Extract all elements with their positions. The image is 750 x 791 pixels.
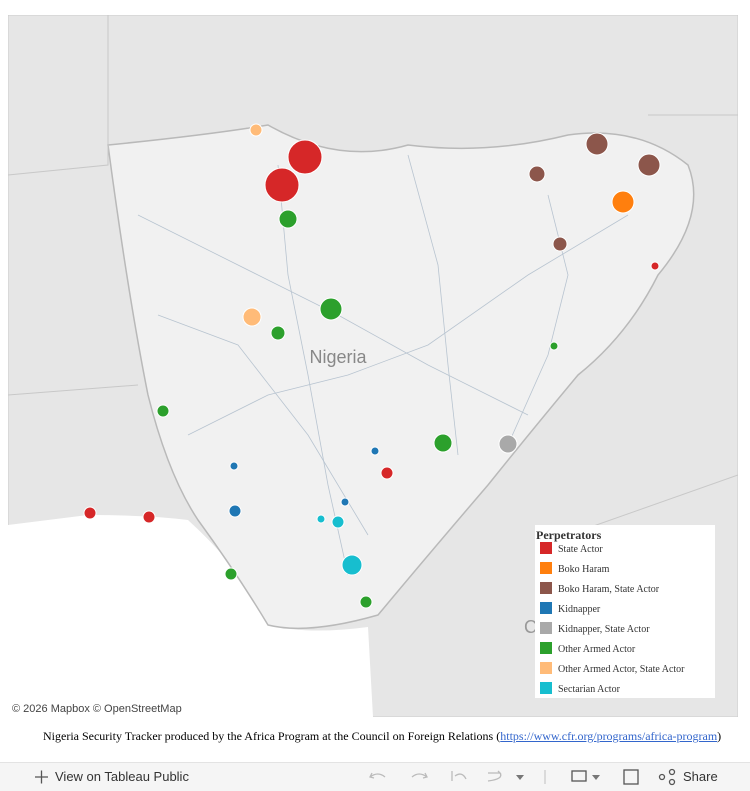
event-marker bbox=[83, 506, 97, 520]
event-marker bbox=[433, 433, 453, 453]
legend-label: Other Armed Actor bbox=[558, 644, 636, 655]
event-marker bbox=[278, 209, 298, 229]
legend-swatch bbox=[540, 582, 552, 594]
download[interactable] bbox=[571, 770, 587, 782]
legend-swatch bbox=[540, 542, 552, 554]
undo[interactable] bbox=[369, 772, 386, 779]
country-label: Nigeria bbox=[309, 347, 367, 367]
event-marker bbox=[242, 307, 262, 327]
event-marker bbox=[528, 165, 546, 183]
legend-swatch bbox=[540, 622, 552, 634]
legend-label: Kidnapper, State Actor bbox=[558, 624, 650, 635]
legend-swatch bbox=[540, 682, 552, 694]
event-marker bbox=[552, 236, 568, 252]
legend-swatch bbox=[540, 562, 552, 574]
event-marker bbox=[142, 510, 156, 524]
event-marker bbox=[341, 554, 363, 576]
event-marker bbox=[228, 504, 242, 518]
footer-text: Nigeria Security Tracker produced by the… bbox=[43, 729, 501, 743]
event-marker bbox=[549, 341, 559, 351]
toolbar: View on Tableau Public Share bbox=[0, 762, 750, 791]
tableau-icon[interactable] bbox=[35, 770, 48, 784]
refresh[interactable] bbox=[487, 770, 502, 782]
event-marker bbox=[340, 497, 350, 507]
event-marker bbox=[287, 139, 323, 175]
event-marker bbox=[264, 167, 300, 203]
event-marker bbox=[229, 461, 239, 471]
legend-label: Sectarian Actor bbox=[558, 684, 621, 695]
legend-title: Perpetrators bbox=[536, 528, 602, 542]
country-area bbox=[107, 124, 695, 630]
markers bbox=[83, 123, 661, 609]
country-label: C bbox=[524, 617, 537, 637]
footer-link[interactable]: https://www.cfr.org/programs/africa-prog… bbox=[500, 729, 718, 743]
event-marker bbox=[611, 190, 635, 214]
revert[interactable] bbox=[451, 771, 467, 781]
event-marker bbox=[359, 595, 373, 609]
footer: Nigeria Security Tracker produced by the… bbox=[43, 729, 721, 744]
view-button[interactable]: View on Tableau Public bbox=[55, 769, 189, 784]
footer-text: ) bbox=[717, 729, 722, 743]
legend-label: Boko Haram bbox=[558, 564, 610, 575]
event-marker bbox=[370, 446, 380, 456]
toolbar-icons bbox=[35, 768, 676, 786]
event-marker bbox=[585, 132, 609, 156]
legend: Perpetrators State Actor Boko Haram Boko H… bbox=[535, 525, 715, 698]
roads bbox=[137, 154, 629, 576]
attribution: © 2026 Mapbox © OpenStreetMap bbox=[12, 703, 182, 715]
event-marker bbox=[319, 297, 343, 321]
event-marker bbox=[331, 515, 345, 529]
share-button[interactable]: Share bbox=[683, 769, 718, 784]
map: Nigeria C Perpetrators State Actor Boko H… bbox=[8, 15, 738, 717]
legend-swatch bbox=[540, 662, 552, 674]
event-marker bbox=[650, 261, 660, 271]
legend-swatch bbox=[540, 602, 552, 614]
event-marker bbox=[270, 325, 286, 341]
event-marker bbox=[637, 153, 661, 177]
fullscreen[interactable] bbox=[623, 769, 639, 785]
legend-swatch bbox=[540, 642, 552, 654]
event-marker bbox=[249, 123, 263, 137]
share-icon[interactable] bbox=[668, 768, 676, 776]
legend-box bbox=[535, 525, 715, 698]
event-marker bbox=[224, 567, 238, 581]
redo[interactable] bbox=[411, 772, 428, 779]
event-marker bbox=[156, 404, 170, 418]
event-marker bbox=[498, 434, 518, 454]
legend-label: Boko Haram, State Actor bbox=[558, 584, 660, 595]
legend-label: Other Armed Actor, State Actor bbox=[558, 664, 685, 675]
legend-label: Kidnapper bbox=[558, 604, 601, 615]
event-marker bbox=[380, 466, 394, 480]
event-marker bbox=[316, 514, 326, 524]
sea bbox=[8, 515, 373, 717]
legend-label: State Actor bbox=[558, 544, 603, 555]
